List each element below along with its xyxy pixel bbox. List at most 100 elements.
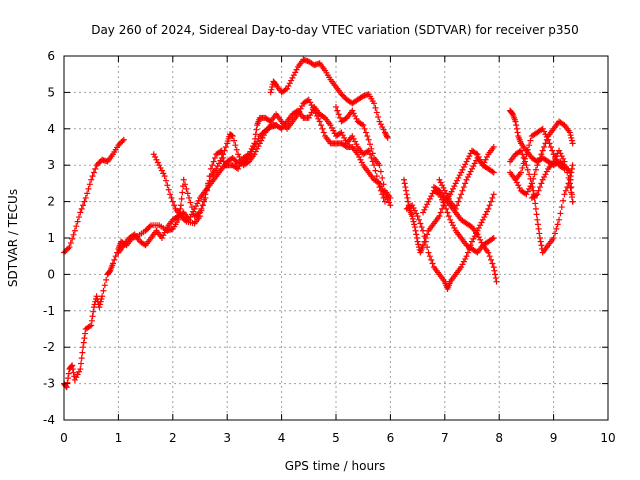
- data-point: [526, 142, 533, 149]
- data-point: [517, 169, 524, 176]
- data-point: [409, 202, 416, 209]
- data-point: [85, 185, 92, 192]
- data-point: [286, 80, 293, 87]
- data-point: [429, 260, 436, 267]
- data-point: [477, 222, 484, 229]
- data-point: [288, 77, 295, 84]
- data-point: [93, 162, 100, 169]
- y-tick-label: 5: [47, 85, 55, 99]
- data-point: [439, 182, 446, 189]
- data-point: [554, 159, 561, 166]
- data-point: [402, 184, 409, 191]
- data-point: [183, 185, 190, 192]
- data-point: [82, 194, 89, 201]
- data-point: [460, 164, 467, 171]
- data-point: [318, 122, 325, 129]
- data-point: [440, 199, 447, 206]
- data-point: [556, 216, 563, 223]
- data-point: [464, 249, 471, 256]
- data-point: [454, 177, 461, 184]
- data-point: [566, 180, 573, 187]
- data-point: [255, 135, 262, 142]
- data-point: [379, 191, 386, 198]
- series-arc-11: [436, 144, 497, 212]
- data-point: [338, 129, 345, 136]
- data-point: [426, 253, 433, 260]
- data-point: [357, 156, 364, 163]
- data-point: [486, 253, 493, 260]
- data-point: [477, 236, 484, 243]
- data-point: [473, 150, 480, 157]
- y-tick-label: -1: [43, 304, 55, 318]
- data-point: [458, 169, 465, 176]
- data-point: [161, 173, 168, 180]
- data-point: [538, 180, 545, 187]
- data-point: [568, 134, 575, 141]
- data-point: [567, 132, 574, 139]
- data-point: [70, 369, 77, 376]
- data-point: [463, 158, 470, 165]
- data-point: [235, 151, 242, 158]
- data-point: [367, 141, 373, 148]
- data-point: [520, 154, 527, 161]
- x-tick-label: 8: [495, 431, 503, 445]
- data-point: [420, 227, 427, 234]
- data-point: [309, 106, 316, 113]
- data-point: [547, 144, 554, 150]
- data-point: [568, 194, 575, 201]
- data-point: [469, 165, 475, 172]
- data-point: [415, 241, 422, 248]
- data-point: [489, 168, 496, 175]
- data-point: [458, 191, 465, 198]
- data-point: [319, 125, 326, 132]
- axis-ticks: 0 1 2 3 4 5 6 7 8 9 10 -4 -3 -2 -1 0 1 2 3 4 5 6: [43, 49, 616, 445]
- data-point: [273, 122, 280, 129]
- data-point: [526, 171, 533, 178]
- data-point: [534, 221, 541, 228]
- data-point: [78, 205, 85, 212]
- data-point: [470, 163, 477, 170]
- data-point: [81, 335, 88, 342]
- data-point: [475, 224, 482, 231]
- data-point: [177, 202, 184, 209]
- data-point: [417, 220, 424, 227]
- data-point: [194, 200, 201, 207]
- data-point: [515, 182, 522, 189]
- data-point: [462, 180, 469, 187]
- data-point: [292, 69, 299, 76]
- data-point: [67, 240, 74, 247]
- data-point: [524, 146, 531, 153]
- data-point: [542, 171, 549, 178]
- data-point: [409, 215, 416, 222]
- data-point: [492, 275, 499, 282]
- data-point: [551, 230, 558, 237]
- data-point: [211, 154, 218, 161]
- data-point: [534, 191, 541, 198]
- data-point: [63, 384, 70, 391]
- data-point: [339, 92, 346, 99]
- data-point: [492, 271, 499, 278]
- data-point: [449, 222, 456, 229]
- data-point: [539, 147, 546, 154]
- data-point: [473, 248, 480, 255]
- data-point: [380, 188, 387, 195]
- data-point: [422, 238, 429, 245]
- data-point: [84, 190, 91, 197]
- data-point: [526, 185, 533, 192]
- data-point: [551, 154, 558, 161]
- data-point: [565, 174, 572, 181]
- data-point: [75, 214, 82, 221]
- data-point: [307, 99, 314, 106]
- data-point: [560, 155, 567, 162]
- data-point: [106, 268, 113, 275]
- data-point: [527, 183, 534, 190]
- data-point: [539, 125, 546, 132]
- data-point: [305, 96, 312, 103]
- series-arc-5: [267, 56, 391, 141]
- data-point: [65, 245, 72, 252]
- data-point: [316, 118, 323, 125]
- data-point: [158, 235, 165, 241]
- data-point: [352, 138, 359, 145]
- data-point: [240, 158, 247, 165]
